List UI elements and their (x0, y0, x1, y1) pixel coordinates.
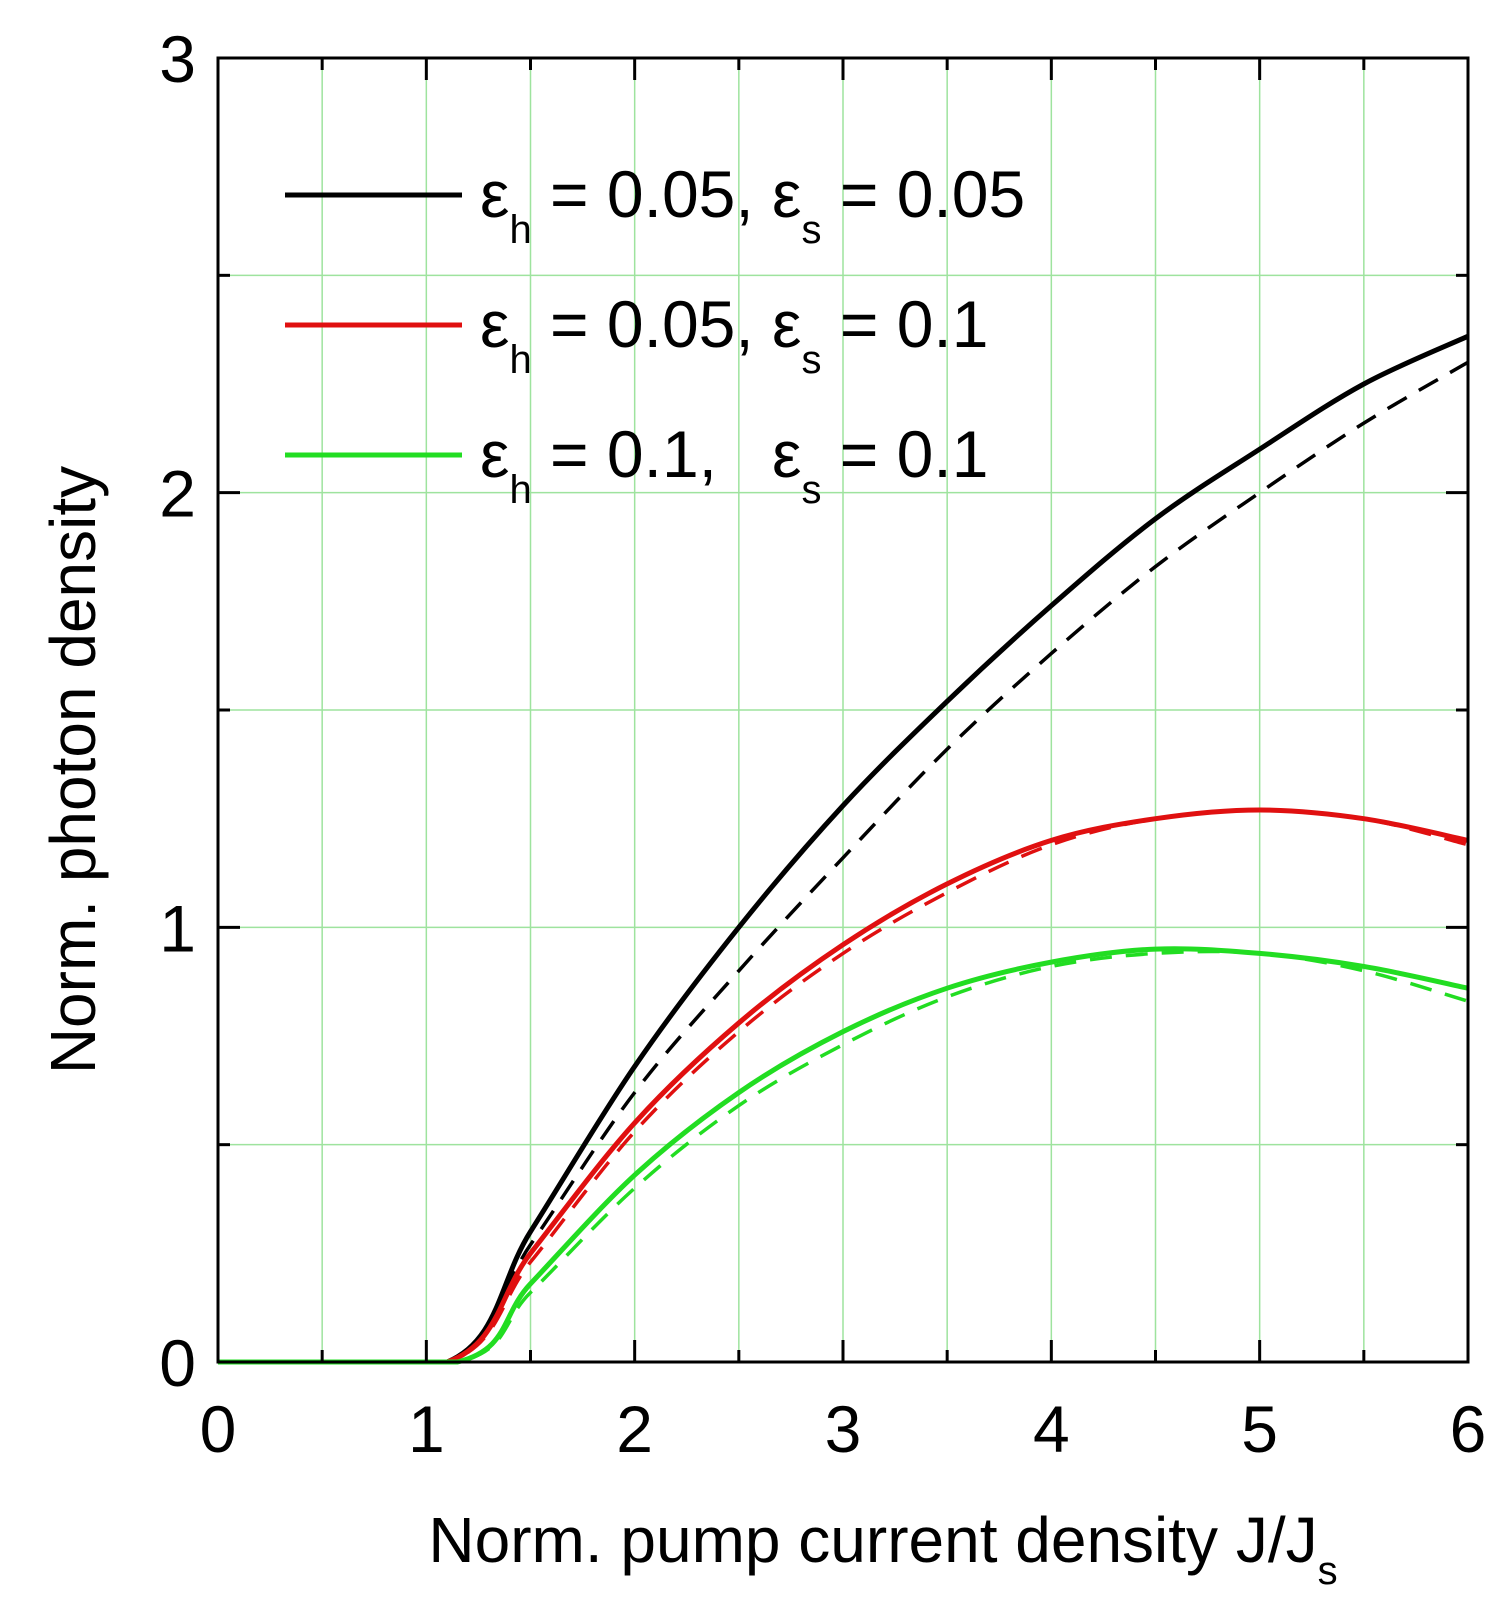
legend-label-2: εh = 0.05, εs = 0.1 (480, 287, 988, 382)
series-line-1-solid (218, 333, 1470, 1365)
x-tick-label: 3 (825, 1392, 862, 1466)
legend-text-part: = 0.1 (821, 287, 988, 361)
legend-text-part: = 0.1, (532, 417, 772, 491)
x-tick-label: 6 (1450, 1392, 1487, 1466)
x-tick-label: 1 (408, 1392, 445, 1466)
legend-text-part: ε (480, 157, 509, 231)
tick-labels: 0 1 2 3 4 5 6 0 1 2 3 (159, 22, 1486, 1466)
legend-text-part: = 0.05 (821, 157, 1025, 231)
ticks (216, 56, 1470, 1364)
legend-text-part: ε (772, 157, 801, 231)
legend-text-part: ε (772, 287, 801, 361)
legend-subscript: h (509, 208, 531, 252)
y-tick-label: 1 (159, 891, 196, 965)
legend-label-3: εh = 0.1, εs = 0.1 (480, 417, 988, 512)
legend-subscript: s (801, 338, 821, 382)
y-tick-label: 0 (159, 1326, 196, 1400)
legend-text-part: = 0.05, (532, 287, 772, 361)
x-tick-label: 2 (616, 1392, 653, 1466)
legend-label-1: εh = 0.05, εs = 0.05 (480, 157, 1025, 252)
series-line-4-dashed (218, 808, 1469, 1364)
x-tick-label: 4 (1033, 1392, 1070, 1466)
y-tick-label: 3 (159, 22, 196, 96)
legend-subscript: h (509, 468, 531, 512)
legend-text-part: = 0.05, (532, 157, 772, 231)
legend-text-part: = 0.1 (821, 417, 988, 491)
legend-subscript: s (801, 208, 821, 252)
x-tick-label: 5 (1241, 1392, 1278, 1466)
x-tick-label: 0 (200, 1392, 237, 1466)
x-axis-title: Norm. pump current density J/Js (428, 1504, 1337, 1593)
legend-subscript: s (801, 468, 821, 512)
x-axis-title-main: Norm. pump current density J/J (428, 1504, 1317, 1576)
y-axis-title: Norm. photon density (37, 466, 109, 1074)
x-axis-title-sub: s (1318, 1549, 1338, 1593)
y-tick-label: 2 (159, 457, 196, 531)
legend-text-part: ε (772, 417, 801, 491)
legend-subscript: h (509, 338, 531, 382)
series-line-6-dashed (218, 949, 1469, 1364)
grid (218, 58, 1468, 1362)
series-lines (218, 333, 1470, 1365)
legend-text-part: ε (480, 287, 509, 361)
series-line-2-dashed (218, 360, 1469, 1364)
legend-text-part: ε (480, 417, 509, 491)
